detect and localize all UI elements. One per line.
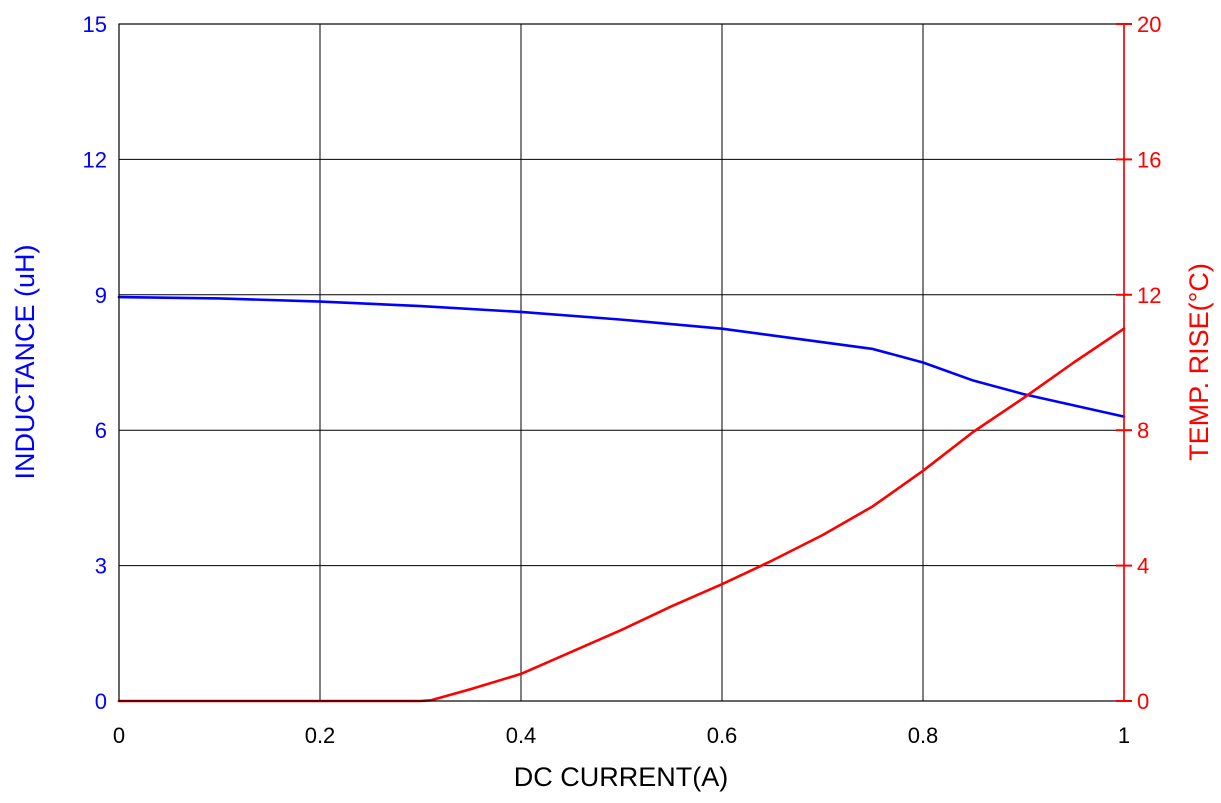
right-y-tick-label: 20 [1137,12,1161,37]
right-y-tick-label: 12 [1137,283,1161,308]
x-tick-label: 0 [113,723,125,748]
left-y-tick-label: 0 [95,689,107,714]
right-y-tick-label: 8 [1137,418,1149,443]
x-tick-label: 0.2 [305,723,336,748]
inductance-series-line [117,295,1126,418]
x-tick-label: 0.4 [506,723,537,748]
series-layer [117,295,1126,703]
x-axis-ticks: 0 0.2 0.4 0.6 0.8 1 [113,723,1130,748]
x-tick-label: 0.8 [908,723,939,748]
left-y-axis-ticks: 0 3 6 9 12 15 [83,12,107,714]
x-axis-label: DC CURRENT(A) [514,762,728,792]
left-y-tick-label: 15 [83,12,107,37]
left-y-axis-label: INDUCTANCE (uH) [10,245,40,480]
left-y-tick-label: 3 [95,554,107,579]
x-tick-label: 1 [1118,723,1130,748]
left-y-tick-label: 9 [95,283,107,308]
right-y-tick-label: 0 [1137,689,1149,714]
left-y-tick-label: 6 [95,418,107,443]
right-y-tick-label: 4 [1137,554,1149,579]
right-y-axis-ticks: 0 4 8 12 16 20 [1116,12,1161,714]
x-tick-label: 0.6 [707,723,738,748]
right-y-axis-label: TEMP. RISE(°C) [1184,263,1214,461]
temp-rise-series-line [117,327,1126,703]
plot-frame [118,23,1125,702]
grid-lines [118,23,1125,702]
left-y-tick-label: 12 [83,147,107,172]
right-y-tick-label: 16 [1137,147,1161,172]
